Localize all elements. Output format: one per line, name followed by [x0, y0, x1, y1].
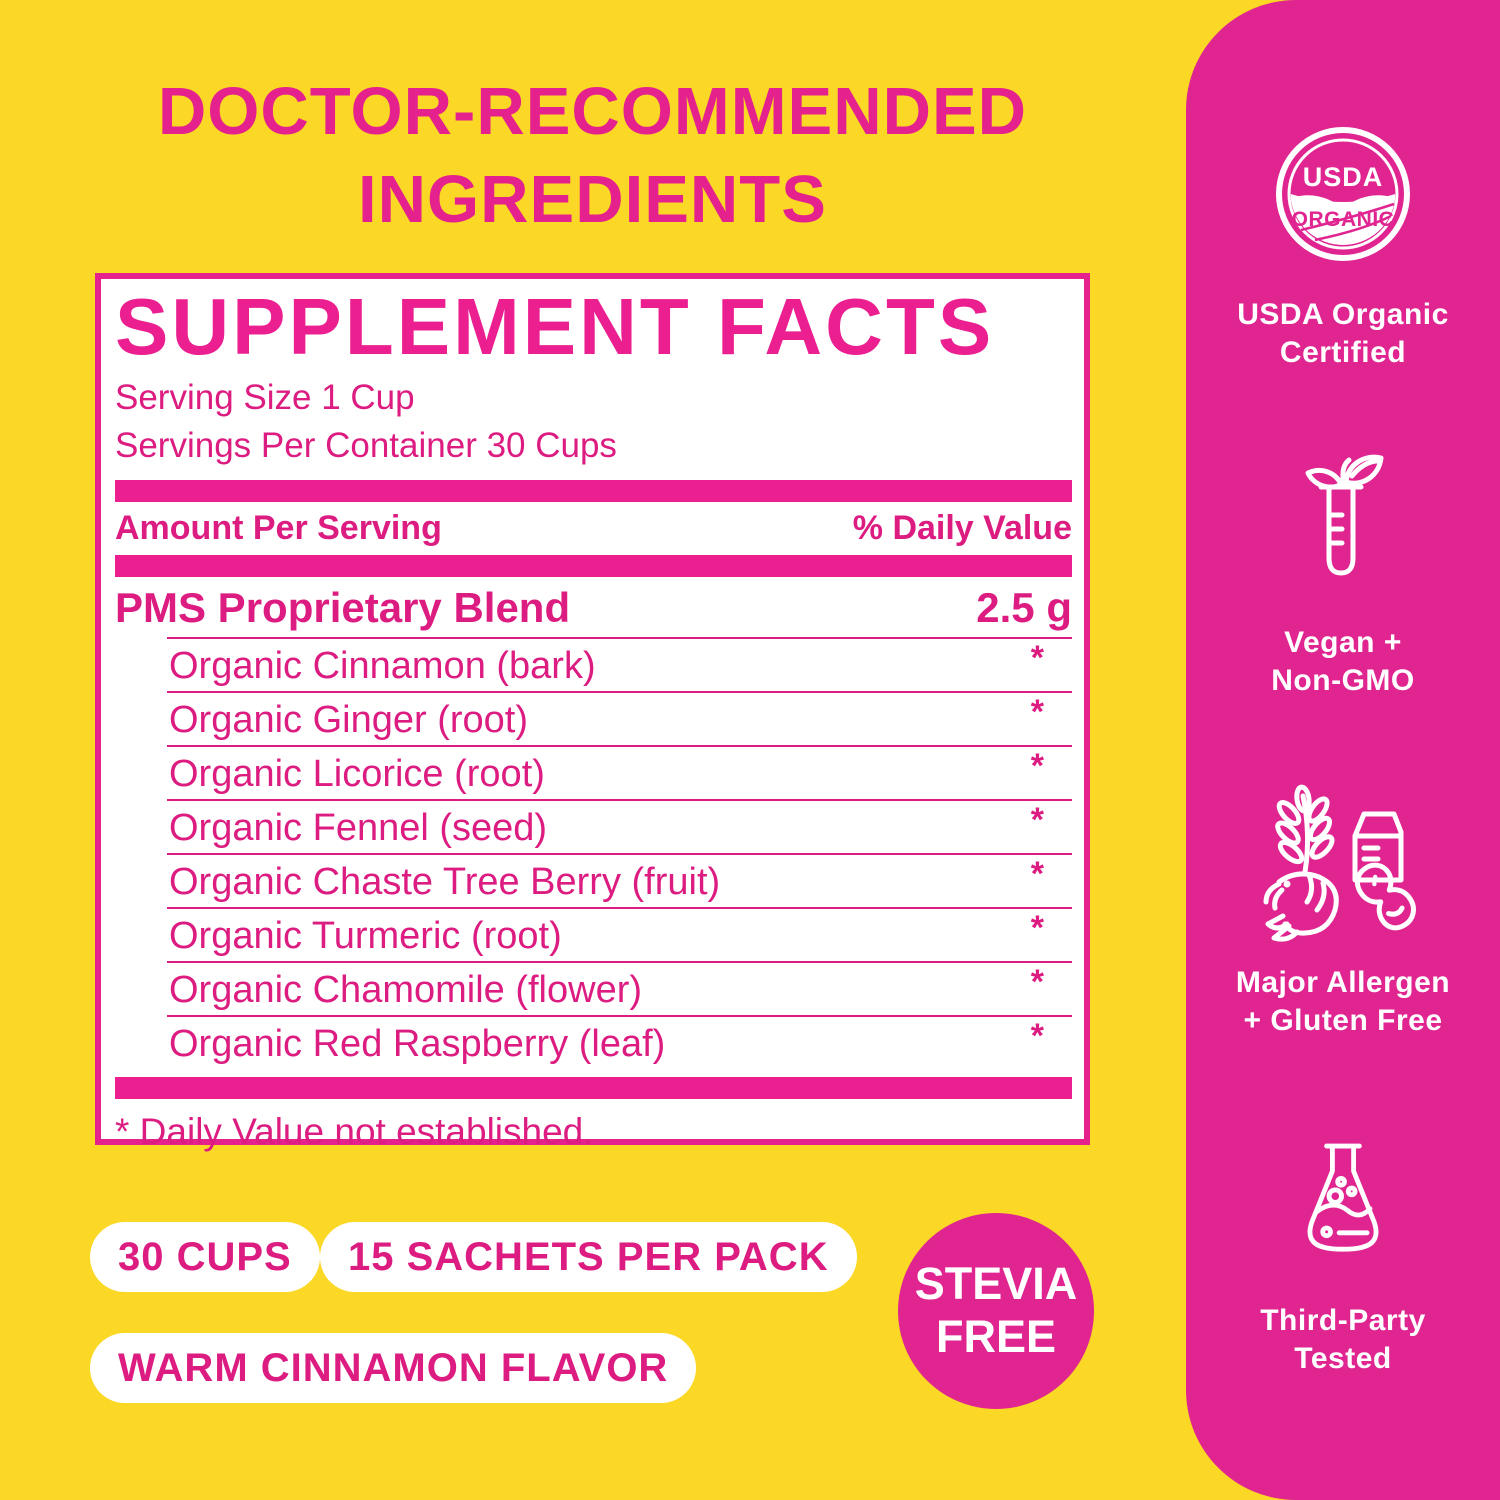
ingredient-row: Organic Fennel (seed) *: [167, 799, 1072, 853]
flavor-badge: WARM CINNAMON FLAVOR: [90, 1333, 697, 1403]
benefits-sidebar: USDA ORGANIC USDA Organic Certified Vega…: [1186, 0, 1500, 1500]
cups-badge: 30 CUPS: [90, 1222, 320, 1292]
divider-bar: [115, 480, 1072, 503]
servings-per-container: Servings Per Container 30 Cups: [115, 426, 617, 466]
usda-seal-bottom-text: ORGANIC: [1292, 208, 1395, 231]
blend-amount: 2.5 g: [976, 584, 1072, 632]
sachets-badge: 15 SACHETS PER PACK: [320, 1222, 857, 1292]
lab-flask-icon: [1307, 1143, 1379, 1252]
ingredient-row: Organic Ginger (root) *: [167, 691, 1072, 745]
ingredient-daily-value: *: [1030, 855, 1044, 894]
ingredient-row: Organic Chaste Tree Berry (fruit) *: [167, 853, 1072, 907]
allergen-foods-icon: [1263, 784, 1416, 942]
blend-row: PMS Proprietary Blend 2.5 g: [115, 577, 1072, 637]
serving-size: Serving Size 1 Cup: [115, 377, 415, 417]
ingredient-daily-value: *: [1030, 963, 1044, 1002]
usda-organic-label: USDA Organic Certified: [1237, 298, 1449, 369]
ingredient-row: Organic Chamomile (flower) *: [167, 961, 1072, 1015]
allergen-free-label: Major Allergen + Gluten Free: [1235, 966, 1451, 1037]
vegan-sprout-testtube-icon: [1305, 454, 1384, 576]
third-party-tested-label: Third-Party Tested: [1260, 1304, 1426, 1375]
ingredient-daily-value: *: [1030, 801, 1044, 840]
usda-seal-top-text: USDA: [1303, 162, 1384, 192]
page-title: DOCTOR-RECOMMENDED INGREDIENTS: [0, 68, 1185, 245]
amount-per-serving-header: Amount Per Serving: [115, 509, 442, 548]
facts-header-row: Amount Per Serving % Daily Value: [115, 502, 1072, 555]
ingredient-daily-value: *: [1030, 747, 1044, 786]
ingredient-name: Organic Cinnamon (bark): [169, 645, 596, 688]
ingredient-daily-value: *: [1030, 639, 1044, 678]
ingredient-row: Organic Licorice (root) *: [167, 745, 1072, 799]
page-title-line2: INGREDIENTS: [358, 162, 827, 238]
ingredient-list: Organic Cinnamon (bark) * Organic Ginger…: [167, 637, 1072, 1069]
ingredient-row: Organic Turmeric (root) *: [167, 907, 1072, 961]
ingredient-name: Organic Chaste Tree Berry (fruit): [169, 861, 721, 904]
ingredient-daily-value: *: [1030, 693, 1044, 732]
vegan-nongmo-label: Vegan + Non-GMO: [1271, 626, 1415, 697]
ingredient-daily-value: *: [1030, 909, 1044, 948]
ingredient-daily-value: *: [1030, 1017, 1044, 1056]
ingredient-row: Organic Red Raspberry (leaf) *: [167, 1015, 1072, 1069]
ingredient-name: Organic Chamomile (flower): [169, 969, 643, 1012]
page-title-line1: DOCTOR-RECOMMENDED: [157, 74, 1028, 149]
ingredient-name: Organic Ginger (root): [169, 699, 529, 742]
blend-name: PMS Proprietary Blend: [115, 584, 571, 632]
facts-title: SUPPLEMENT FACTS: [115, 282, 995, 371]
daily-value-footnote: * Daily Value not established.: [115, 1111, 594, 1153]
daily-value-header: % Daily Value: [852, 509, 1072, 548]
usda-organic-seal-icon: USDA ORGANIC: [1276, 127, 1410, 261]
ingredient-name: Organic Licorice (root): [169, 753, 545, 796]
ingredient-name: Organic Red Raspberry (leaf): [169, 1023, 666, 1066]
ingredient-row: Organic Cinnamon (bark) *: [167, 637, 1072, 691]
stevia-free-badge: STEVIA FREE: [898, 1213, 1094, 1409]
supplement-facts-panel: SUPPLEMENT FACTS Serving Size 1 Cup Serv…: [95, 273, 1090, 1152]
ingredient-name: Organic Turmeric (root): [169, 915, 562, 958]
divider-bar: [115, 555, 1072, 578]
ingredient-name: Organic Fennel (seed): [169, 807, 548, 850]
divider-bar: [115, 1077, 1072, 1100]
